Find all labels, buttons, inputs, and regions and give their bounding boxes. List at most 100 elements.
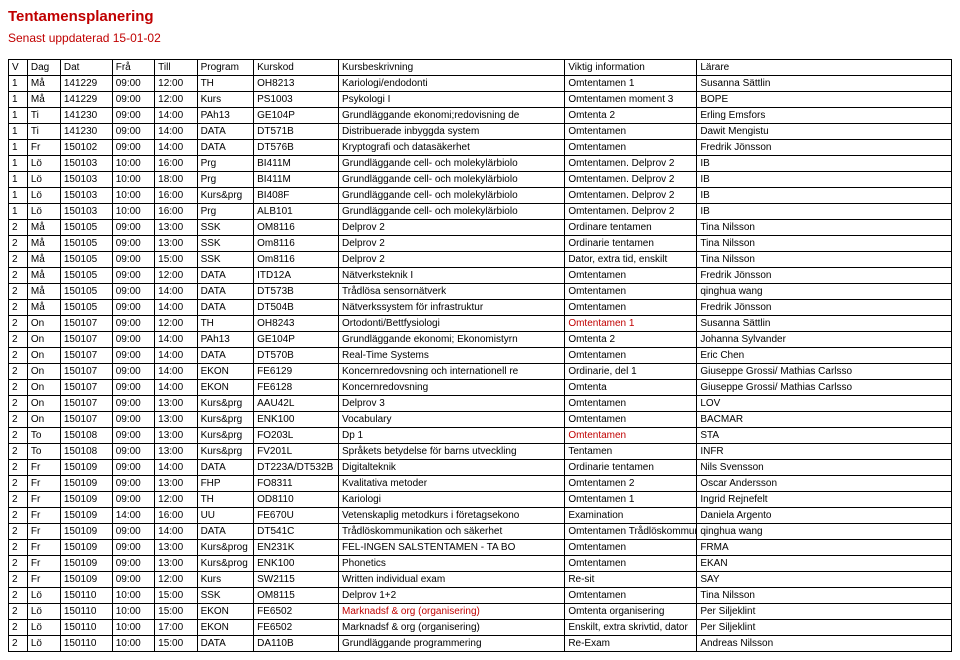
- table-cell: Omtentamen 1: [565, 492, 697, 508]
- table-cell: IB: [697, 172, 952, 188]
- table-cell: 13:00: [155, 396, 197, 412]
- table-cell: Delprov 3: [339, 396, 565, 412]
- table-row: 1Fr15010209:0014:00DATADT576BKryptografi…: [9, 140, 952, 156]
- table-cell: Fr: [27, 540, 60, 556]
- table-cell: 1: [9, 188, 28, 204]
- table-cell: 13:00: [155, 428, 197, 444]
- page-title: Tentamensplanering: [8, 8, 952, 25]
- table-header-cell: Frå: [112, 60, 154, 76]
- table-cell: Fredrik Jönsson: [697, 140, 952, 156]
- table-cell: DATA: [197, 348, 254, 364]
- table-cell: 10:00: [112, 188, 154, 204]
- table-cell: 16:00: [155, 156, 197, 172]
- table-cell: 2: [9, 364, 28, 380]
- table-cell: 150107: [60, 412, 112, 428]
- table-cell: 1: [9, 108, 28, 124]
- table-cell: Må: [27, 92, 60, 108]
- table-cell: 2: [9, 540, 28, 556]
- table-cell: Johanna Sylvander: [697, 332, 952, 348]
- table-cell: BI408F: [254, 188, 339, 204]
- table-cell: 13:00: [155, 476, 197, 492]
- table-cell: AAU42L: [254, 396, 339, 412]
- table-cell: Kurs&prog: [197, 540, 254, 556]
- table-cell: 2: [9, 588, 28, 604]
- table-cell: PAh13: [197, 108, 254, 124]
- table-cell: Omtentamen moment 3: [565, 92, 697, 108]
- table-cell: 10:00: [112, 636, 154, 652]
- table-row: 2To15010809:0013:00Kurs&prgFV201LSpråket…: [9, 444, 952, 460]
- table-row: 2Fr15010909:0014:00DATADT541CTrådlöskomm…: [9, 524, 952, 540]
- table-row: 2Må15010509:0014:00DATADT573BTrådlösa se…: [9, 284, 952, 300]
- table-cell: DATA: [197, 460, 254, 476]
- table-cell: DATA: [197, 268, 254, 284]
- table-cell: Marknadsf & org (organisering): [339, 604, 565, 620]
- table-cell: 2: [9, 476, 28, 492]
- table-cell: Må: [27, 236, 60, 252]
- table-cell: 09:00: [112, 492, 154, 508]
- table-cell: Grundläggande ekonomi; Ekonomistyrn: [339, 332, 565, 348]
- table-cell: Lö: [27, 620, 60, 636]
- table-cell: 2: [9, 412, 28, 428]
- table-cell: 09:00: [112, 348, 154, 364]
- table-cell: Phonetics: [339, 556, 565, 572]
- table-cell: SW2115: [254, 572, 339, 588]
- table-cell: EKON: [197, 380, 254, 396]
- table-cell: Lö: [27, 588, 60, 604]
- table-cell: 09:00: [112, 380, 154, 396]
- table-cell: 2: [9, 620, 28, 636]
- table-cell: To: [27, 428, 60, 444]
- table-row: 2Må15010509:0012:00DATAITD12ANätverkstek…: [9, 268, 952, 284]
- table-cell: Fr: [27, 556, 60, 572]
- table-cell: SSK: [197, 220, 254, 236]
- table-cell: Enskilt, extra skrivtid, dator: [565, 620, 697, 636]
- table-cell: Erling Emsfors: [697, 108, 952, 124]
- table-cell: 14:00: [155, 524, 197, 540]
- table-cell: Omtenta: [565, 380, 697, 396]
- table-cell: On: [27, 364, 60, 380]
- table-cell: 17:00: [155, 620, 197, 636]
- table-cell: Tina Nilsson: [697, 588, 952, 604]
- table-cell: 2: [9, 300, 28, 316]
- table-cell: 150109: [60, 572, 112, 588]
- table-cell: Ordinarie tentamen: [565, 236, 697, 252]
- table-cell: FE6502: [254, 620, 339, 636]
- table-cell: 14:00: [155, 108, 197, 124]
- table-cell: DT571B: [254, 124, 339, 140]
- table-cell: Kurs&prg: [197, 444, 254, 460]
- table-cell: OM8116: [254, 220, 339, 236]
- table-cell: Delprov 1+2: [339, 588, 565, 604]
- table-cell: FRMA: [697, 540, 952, 556]
- table-cell: EN231K: [254, 540, 339, 556]
- table-cell: Kariologi: [339, 492, 565, 508]
- table-cell: Kariologi/endodonti: [339, 76, 565, 92]
- table-cell: qinghua wang: [697, 284, 952, 300]
- table-cell: LOV: [697, 396, 952, 412]
- table-cell: Fr: [27, 572, 60, 588]
- table-cell: 150109: [60, 492, 112, 508]
- table-cell: Omtentamen. Delprov 2: [565, 156, 697, 172]
- table-cell: 12:00: [155, 316, 197, 332]
- table-cell: Fredrik Jönsson: [697, 300, 952, 316]
- table-cell: Omtentamen: [565, 556, 697, 572]
- table-row: 2On15010709:0014:00EKONFE6128Koncernredo…: [9, 380, 952, 396]
- table-cell: Ordinarie tentamen: [565, 460, 697, 476]
- table-cell: 150108: [60, 428, 112, 444]
- table-cell: DT573B: [254, 284, 339, 300]
- table-row: 2On15010709:0014:00DATADT570BReal-Time S…: [9, 348, 952, 364]
- table-cell: 2: [9, 348, 28, 364]
- table-cell: 14:00: [155, 332, 197, 348]
- table-cell: Grundläggande programmering: [339, 636, 565, 652]
- table-cell: Omtentamen: [565, 300, 697, 316]
- table-cell: 2: [9, 236, 28, 252]
- table-cell: 150105: [60, 252, 112, 268]
- table-cell: 16:00: [155, 204, 197, 220]
- table-cell: DATA: [197, 124, 254, 140]
- table-cell: Lö: [27, 204, 60, 220]
- table-cell: Tina Nilsson: [697, 252, 952, 268]
- table-cell: 09:00: [112, 524, 154, 540]
- table-cell: DT504B: [254, 300, 339, 316]
- table-cell: 09:00: [112, 364, 154, 380]
- table-row: 1Lö15010310:0016:00PrgBI411MGrundläggand…: [9, 156, 952, 172]
- table-row: 2Fr15010909:0013:00Kurs&progEN231K FEL-I…: [9, 540, 952, 556]
- table-header-cell: Lärare: [697, 60, 952, 76]
